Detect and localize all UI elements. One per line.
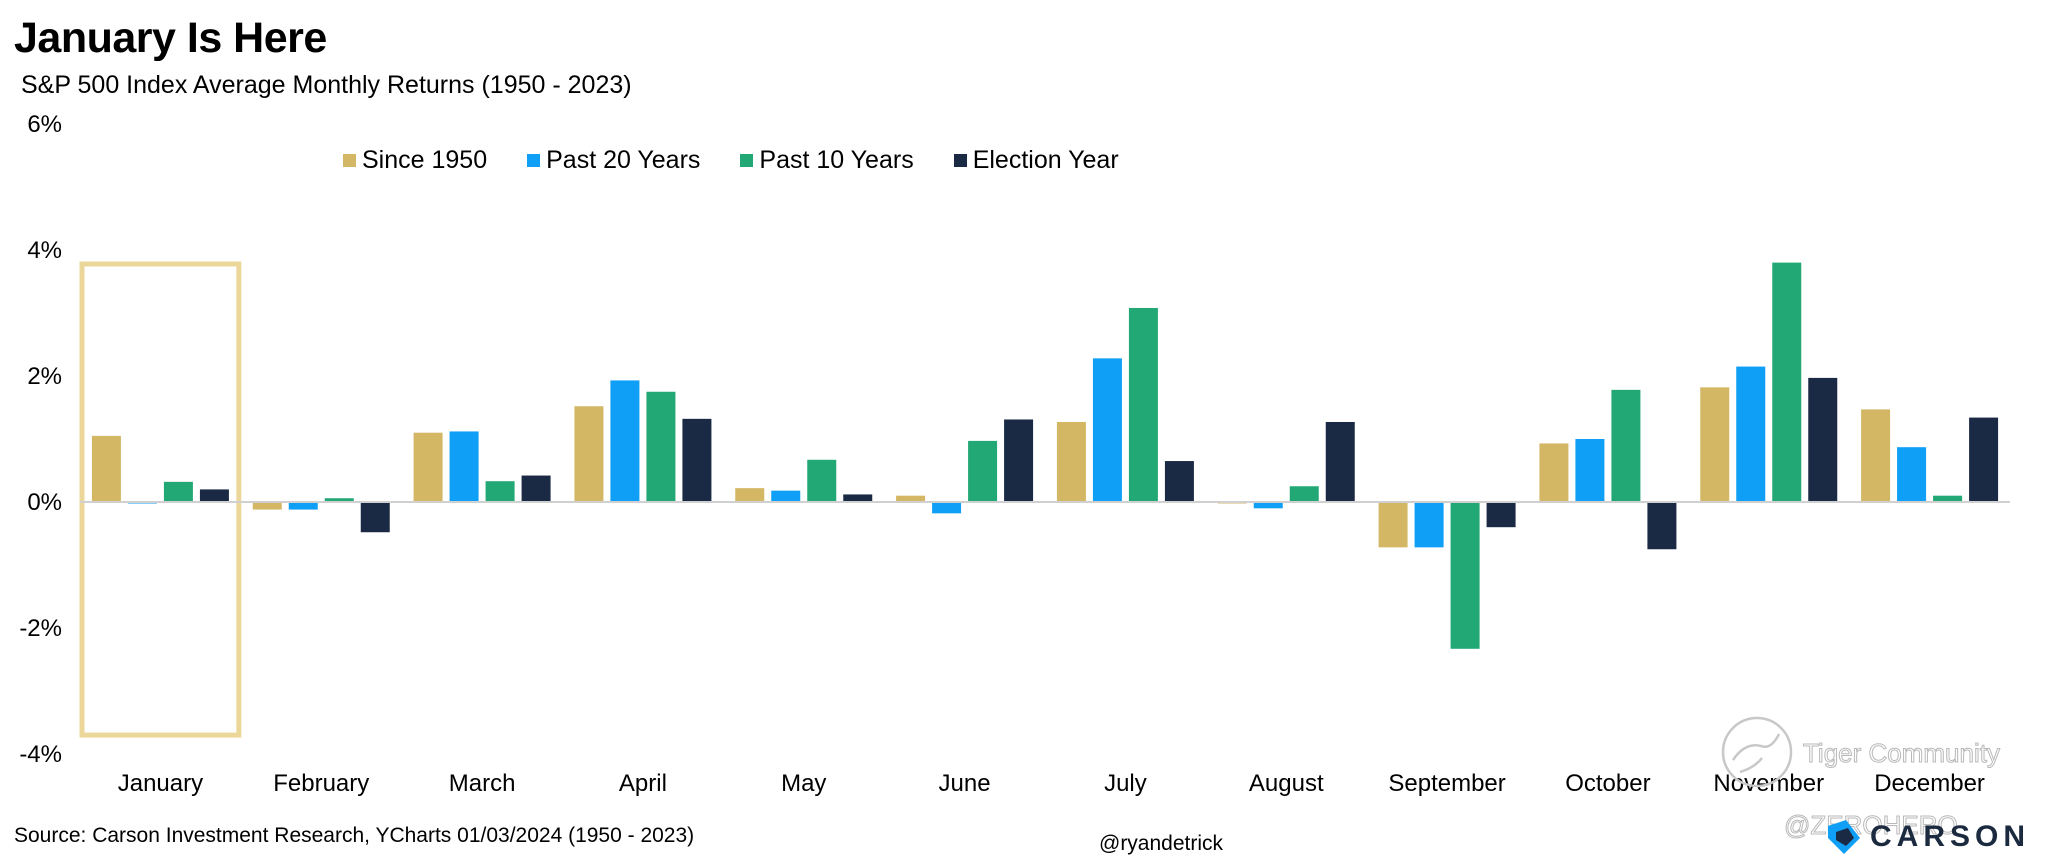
bar bbox=[1253, 502, 1283, 509]
bar bbox=[163, 481, 193, 502]
bar bbox=[1004, 419, 1034, 502]
bar bbox=[1378, 502, 1408, 548]
bar bbox=[574, 406, 604, 502]
watermark-logo-icon bbox=[1721, 716, 1793, 788]
bar bbox=[610, 380, 640, 502]
legend-label: Past 10 Years bbox=[759, 146, 914, 174]
bar bbox=[1486, 502, 1516, 528]
bar bbox=[324, 498, 354, 502]
source-note: Source: Carson Investment Research, YCha… bbox=[14, 824, 695, 847]
y-axis: 6% 4% 2% 0% -2% -4% bbox=[19, 111, 62, 768]
x-tick-label: July bbox=[1104, 770, 1147, 797]
bar bbox=[735, 488, 765, 502]
x-tick-label: May bbox=[781, 770, 826, 797]
x-tick-label: August bbox=[1249, 770, 1324, 797]
bar bbox=[360, 502, 390, 533]
bar bbox=[252, 502, 282, 510]
bar bbox=[1736, 366, 1766, 502]
bar bbox=[1933, 495, 1963, 502]
legend-item-election-year: Election Year bbox=[953, 146, 1119, 175]
y-tick-label: 0% bbox=[27, 489, 62, 516]
legend-label: Election Year bbox=[972, 146, 1119, 174]
bar bbox=[1128, 307, 1158, 502]
bar bbox=[1772, 262, 1802, 502]
carson-logo-icon bbox=[1828, 820, 1860, 854]
x-tick-label: January bbox=[118, 770, 203, 797]
bar bbox=[968, 440, 998, 502]
bar bbox=[682, 418, 712, 502]
y-tick-label: -4% bbox=[19, 741, 62, 768]
bar bbox=[1450, 502, 1480, 649]
legend-label: Since 1950 bbox=[362, 146, 488, 174]
carson-logo: CARSON bbox=[1826, 818, 2030, 856]
bar bbox=[896, 495, 926, 502]
bar bbox=[485, 481, 515, 502]
january-highlight-box bbox=[79, 261, 242, 738]
legend-swatch bbox=[953, 154, 967, 167]
legend-item-past-20-years: Past 20 Years bbox=[527, 146, 700, 175]
x-axis: January February March April May June July Augu… bbox=[118, 770, 1985, 797]
carson-logo-text: CARSON bbox=[1870, 820, 2031, 853]
legend-item-since-1950: Since 1950 bbox=[343, 146, 487, 175]
y-tick-label: 2% bbox=[27, 363, 62, 390]
chart-title: January Is Here bbox=[14, 14, 327, 62]
bar bbox=[1164, 461, 1194, 502]
x-tick-label: October bbox=[1565, 770, 1650, 797]
bar bbox=[932, 502, 962, 514]
bar bbox=[1647, 502, 1677, 550]
watermark-line2: @ZEROHERO bbox=[1784, 810, 1958, 840]
x-tick-label: December bbox=[1874, 770, 1985, 797]
chart-legend: Since 1950 Past 20 Years Past 10 Years E… bbox=[343, 146, 1159, 175]
bar bbox=[807, 459, 837, 502]
legend-swatch bbox=[527, 154, 541, 167]
y-tick-label: -2% bbox=[19, 615, 62, 642]
bar bbox=[449, 431, 479, 502]
x-tick-label: September bbox=[1388, 770, 1505, 797]
y-tick-label: 6% bbox=[27, 111, 62, 138]
bar bbox=[288, 502, 318, 510]
bar bbox=[1539, 443, 1569, 502]
bar bbox=[1325, 421, 1355, 502]
y-tick-label: 4% bbox=[27, 237, 62, 264]
bar bbox=[843, 494, 873, 502]
bar bbox=[199, 489, 229, 502]
x-tick-label: June bbox=[939, 770, 991, 797]
bar bbox=[1414, 502, 1444, 548]
bar bbox=[1808, 377, 1838, 502]
bar bbox=[1897, 447, 1927, 502]
legend-item-past-10-years: Past 10 Years bbox=[740, 146, 914, 175]
x-tick-label: April bbox=[619, 770, 667, 797]
bar bbox=[1700, 387, 1730, 502]
bar bbox=[91, 435, 121, 502]
watermark-tiger-icon bbox=[1731, 733, 1781, 774]
x-tick-label: February bbox=[273, 770, 369, 797]
chart-subtitle: S&P 500 Index Average Monthly Returns (1… bbox=[21, 71, 632, 99]
tiger-community-watermark: Tiger Community @ZEROHERO bbox=[1721, 716, 2000, 841]
highlight-group bbox=[79, 261, 242, 738]
bar bbox=[1289, 486, 1319, 502]
bar bbox=[1611, 389, 1641, 502]
bar bbox=[771, 490, 801, 502]
bar bbox=[1575, 439, 1605, 502]
bar bbox=[521, 475, 551, 502]
x-tick-label: March bbox=[449, 770, 516, 797]
legend-swatch bbox=[740, 154, 754, 167]
bar bbox=[646, 391, 676, 502]
watermark-line1: Tiger Community bbox=[1803, 738, 2000, 768]
bars-group bbox=[91, 262, 1999, 649]
legend-swatch bbox=[343, 154, 356, 167]
bar bbox=[1092, 358, 1122, 502]
bar bbox=[1969, 417, 1999, 502]
bar bbox=[1861, 409, 1891, 502]
bar bbox=[1056, 421, 1086, 502]
author-handle: @ryandetrick bbox=[1099, 832, 1224, 855]
bar bbox=[413, 432, 443, 502]
legend-label: Past 20 Years bbox=[546, 146, 701, 174]
